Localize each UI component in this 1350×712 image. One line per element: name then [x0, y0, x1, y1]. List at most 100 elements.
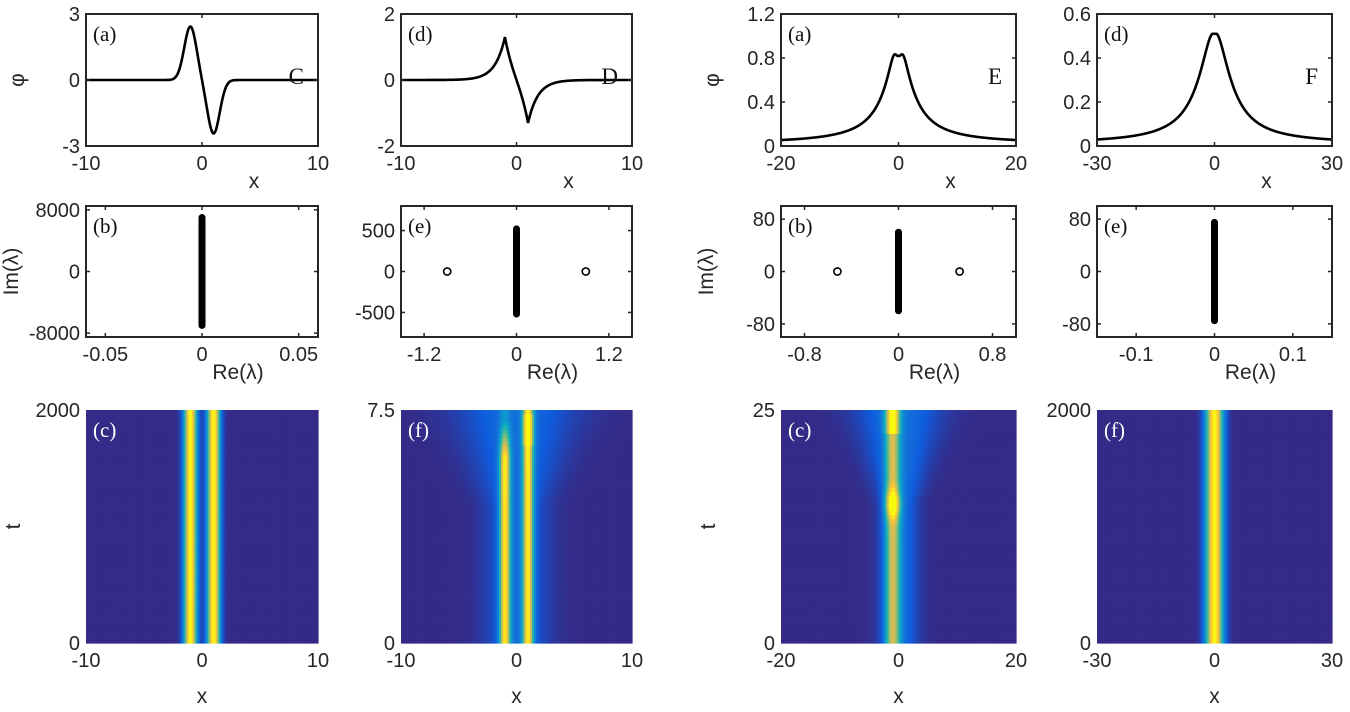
figure: -10 0 10-303xφ(a)C-10 0 10-202x(d)D-20 0 2000.…: [0, 0, 1350, 712]
heatmap-cell: [316, 600, 319, 604]
heatmap-cell: [316, 542, 319, 546]
heatmap-cell: [316, 620, 319, 624]
y-tick-label: 3: [69, 4, 80, 26]
x-tick-label: 10: [621, 153, 643, 175]
heatmap-cell: [316, 519, 319, 523]
y-tick-label: -80: [746, 314, 775, 336]
heatmap-cell: [316, 573, 319, 577]
heatmap-cell: [316, 596, 319, 600]
x-tick-label: 0.1: [1279, 344, 1307, 366]
heatmap-cell: [316, 569, 319, 573]
y-tick-label: -80: [1062, 314, 1091, 336]
heatmap-cell: [316, 639, 319, 643]
panel-label: (e): [408, 214, 431, 238]
case-tag: D: [601, 64, 618, 89]
heatmap-cell: [316, 558, 319, 562]
panel-E-a: -20 0 2000.40.81.2xφ(a)E: [701, 4, 1027, 193]
case-tag: F: [1305, 64, 1318, 89]
y-tick-label: 0.4: [747, 92, 775, 114]
y-tick-label: 500: [362, 221, 395, 243]
heatmap-cell: [316, 546, 319, 550]
heatmap-cell: [316, 589, 319, 593]
x-tick-label: 0: [1209, 153, 1220, 175]
heatmap-cell: [316, 492, 319, 496]
y-tick-label: 0: [1080, 136, 1091, 158]
heatmap-cell: [316, 604, 319, 608]
y-tick-label: 80: [1069, 209, 1091, 231]
heatmap-cell: [316, 635, 319, 639]
heatmap-cell: [316, 616, 319, 620]
y-tick-label: 80: [753, 209, 775, 231]
x-tick-label: 0: [511, 153, 522, 175]
y-tick-label: 0: [1080, 262, 1091, 284]
y-axis-label: Im(λ): [695, 248, 718, 296]
heatmap-cell: [316, 608, 319, 612]
heatmap-cell: [316, 631, 319, 635]
heatmap-cell: [316, 554, 319, 558]
heatmap-cell: [316, 561, 319, 565]
y-tick-label: 8000: [36, 200, 81, 222]
heatmap-cell: [316, 627, 319, 631]
x-tick-label: 30: [1321, 153, 1343, 175]
x-tick-label: 0.8: [979, 344, 1007, 366]
x-axis-label: Re(λ): [212, 361, 263, 384]
panel-label: (d): [408, 22, 433, 46]
heatmap-cell: [316, 511, 319, 515]
heatmap-cell: [316, 624, 319, 628]
heatmap-cell: [316, 523, 319, 527]
y-axis-label: φ: [701, 73, 724, 87]
heatmap-cell: [316, 499, 319, 503]
panel-label: (a): [788, 22, 811, 46]
heatmap-cell: [316, 593, 319, 597]
x-axis-label: x: [1261, 170, 1272, 193]
y-tick-label: 0: [69, 70, 80, 92]
y-tick-label: 0: [384, 262, 395, 284]
x-axis-label: x: [563, 170, 574, 193]
heatmap-cell: [316, 530, 319, 534]
y-tick-label: 0.2: [1063, 92, 1091, 114]
x-tick-label: 0: [893, 153, 904, 175]
y-tick-label: -500: [355, 302, 395, 324]
y-tick-label: -3: [62, 136, 80, 158]
x-tick-label: 0.05: [279, 344, 318, 366]
case-tag: E: [988, 64, 1002, 89]
y-tick-label: -8000: [29, 323, 80, 345]
heatmap-cell: [316, 577, 319, 581]
y-tick-label: 0.6: [1063, 4, 1091, 26]
x-tick-label: -0.8: [787, 344, 821, 366]
heatmap-cell: [316, 550, 319, 554]
x-tick-label: 0: [1209, 344, 1220, 366]
y-tick-label: -2: [377, 136, 395, 158]
x-tick-label: -0.05: [83, 344, 129, 366]
y-tick-label: 0.4: [1063, 48, 1091, 70]
heatmap-cell: [316, 503, 319, 507]
heatmap-cell: [316, 581, 319, 585]
heatmap-cell: [316, 507, 319, 511]
y-tick-label: 0: [764, 262, 775, 284]
heatmap-cell: [316, 612, 319, 616]
x-tick-label: 0: [196, 344, 207, 366]
y-tick-label: 0: [384, 70, 395, 92]
plot-area: [781, 14, 1016, 146]
x-axis-label: x: [249, 170, 260, 193]
x-tick-label: 10: [307, 153, 329, 175]
x-axis-label: x: [945, 170, 956, 193]
x-tick-label: 0: [196, 153, 207, 175]
panel-label: (e): [1104, 214, 1127, 238]
y-axis-label: Im(λ): [0, 248, 23, 296]
x-tick-label: 20: [1005, 153, 1027, 175]
heatmap-cell: [316, 527, 319, 531]
x-tick-label: 1.2: [595, 344, 623, 366]
y-tick-label: 0.8: [747, 48, 775, 70]
heatmap-cell: [316, 534, 319, 538]
x-axis-label: Re(λ): [909, 361, 960, 384]
heatmap-cell: [316, 585, 319, 589]
heatmap-cells: [86, 410, 319, 644]
panel-label: (b): [93, 214, 118, 238]
